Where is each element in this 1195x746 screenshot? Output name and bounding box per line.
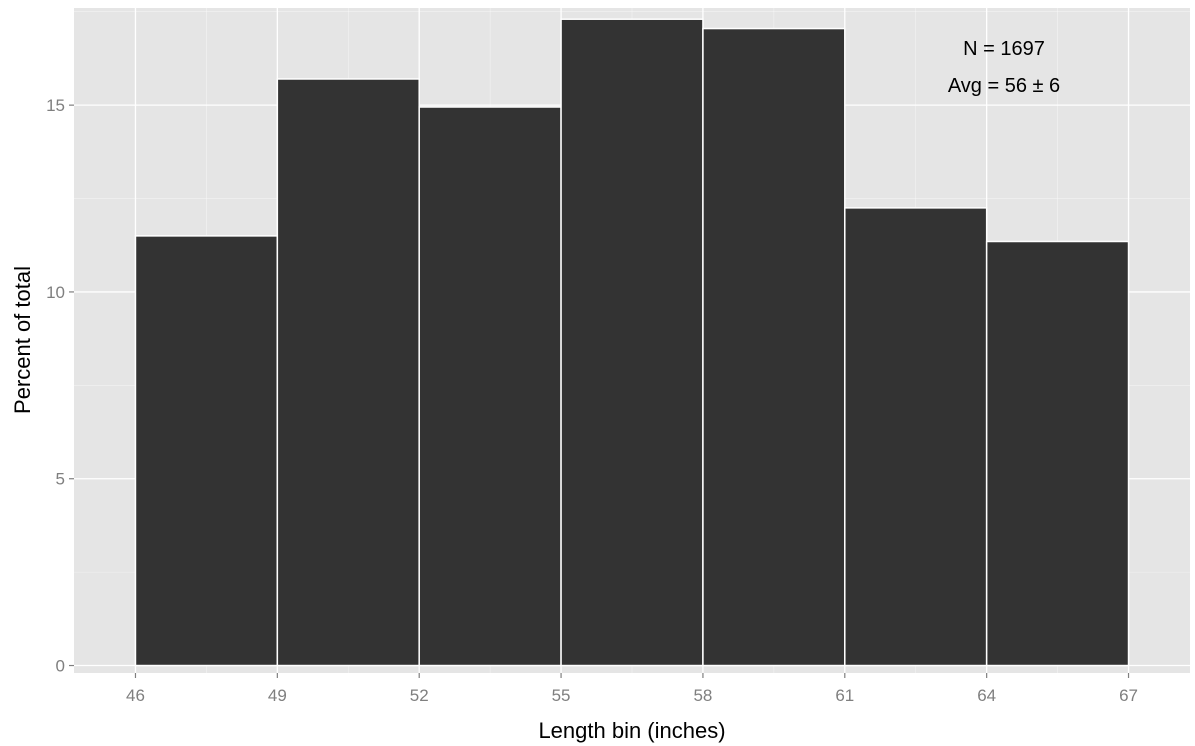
annotation-average: Avg = 56 ± 6 xyxy=(948,75,1060,97)
histogram-bar xyxy=(560,18,704,667)
histogram-bar xyxy=(276,78,420,667)
histogram-bars xyxy=(134,18,1130,667)
y-axis-title: Percent of total xyxy=(10,266,35,414)
x-tick-label: 52 xyxy=(410,686,429,705)
x-axis-ticks: 46 49 52 55 58 61 64 67 xyxy=(126,673,1138,705)
y-tick-label: 15 xyxy=(46,96,65,115)
x-tick-label: 67 xyxy=(1119,686,1138,705)
x-tick-label: 58 xyxy=(693,686,712,705)
y-tick-label: 10 xyxy=(46,283,65,302)
y-tick-label: 0 xyxy=(56,657,65,676)
histogram-bar xyxy=(702,27,846,667)
x-tick-label: 61 xyxy=(835,686,854,705)
x-tick-label: 55 xyxy=(552,686,571,705)
histogram-bar xyxy=(418,106,562,667)
y-tick-label: 5 xyxy=(56,470,65,489)
histogram-bar xyxy=(844,207,988,667)
histogram-bar xyxy=(134,235,279,667)
annotation-count: N = 1697 xyxy=(963,38,1045,60)
x-tick-label: 64 xyxy=(977,686,996,705)
x-tick-label: 49 xyxy=(268,686,287,705)
x-tick-label: 46 xyxy=(126,686,145,705)
x-axis-title: Length bin (inches) xyxy=(538,718,725,743)
y-axis-ticks: 0 5 10 15 xyxy=(46,96,74,676)
histogram-bar xyxy=(985,240,1130,667)
